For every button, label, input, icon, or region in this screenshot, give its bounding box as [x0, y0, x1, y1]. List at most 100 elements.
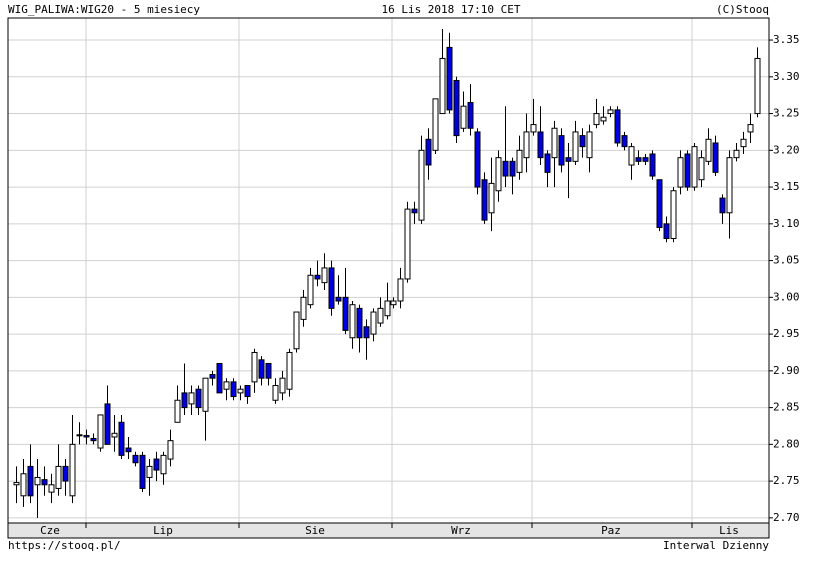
- y-tick-label: 2.85: [773, 401, 800, 414]
- candle-body: [439, 57, 446, 115]
- y-tick-label: 2.70: [773, 511, 800, 524]
- candle-body: [733, 149, 740, 159]
- candle-body: [314, 274, 321, 280]
- candle-body: [488, 182, 495, 214]
- candle-body: [453, 79, 460, 137]
- candle-body: [146, 465, 153, 478]
- candle-body: [132, 454, 139, 464]
- candle-body: [642, 157, 649, 162]
- candle-body: [740, 138, 747, 148]
- candle-body: [307, 274, 314, 306]
- candle-body: [97, 414, 104, 449]
- candle-body: [677, 157, 684, 188]
- y-tick-label: 3.20: [773, 143, 800, 156]
- candle-body: [272, 385, 279, 401]
- candle-body: [635, 157, 642, 162]
- y-tick-label: 3.25: [773, 107, 800, 120]
- candle-body: [649, 153, 656, 177]
- candle-body: [27, 465, 34, 497]
- candle-body: [551, 127, 558, 159]
- candle-body: [600, 116, 607, 122]
- candle-body: [537, 131, 544, 159]
- candle-body: [719, 197, 726, 214]
- month-label: Cze: [40, 524, 60, 537]
- credit: (C)Stooq: [716, 3, 769, 16]
- candle-body: [62, 465, 69, 482]
- candle-body: [328, 267, 335, 309]
- candle-body: [404, 208, 411, 280]
- candle-body: [397, 278, 404, 302]
- candle-body: [754, 57, 761, 115]
- candle-body: [698, 157, 705, 181]
- candle-body: [446, 46, 453, 111]
- candle-body: [363, 326, 370, 339]
- candle-body: [411, 208, 418, 214]
- candle-body: [509, 160, 516, 177]
- month-label: Sie: [305, 524, 325, 537]
- candle-body: [202, 377, 209, 412]
- candle-body: [614, 109, 621, 144]
- plot-frame: [7, 17, 770, 524]
- candle-body: [425, 138, 432, 166]
- candle-body: [747, 124, 754, 133]
- candle-body: [55, 465, 62, 489]
- candle-body: [516, 149, 523, 173]
- candle-body: [342, 296, 349, 331]
- y-tick-label: 3.30: [773, 70, 800, 83]
- candle-body: [279, 377, 286, 394]
- month-label: Lip: [153, 524, 173, 537]
- month-label: Paz: [601, 524, 621, 537]
- candle-body: [321, 267, 328, 284]
- candle-body: [160, 454, 167, 475]
- candle-body: [20, 473, 27, 497]
- candle-body: [593, 113, 600, 126]
- candle-body: [258, 359, 265, 379]
- candle-body: [188, 392, 195, 405]
- candle-body: [384, 300, 391, 317]
- candle-body: [586, 131, 593, 159]
- candle-body: [34, 476, 41, 486]
- chart-title: WIG_PALIWA:WIG20 - 5 miesiecy: [8, 3, 200, 16]
- candle-body: [244, 385, 251, 398]
- candle-body: [356, 307, 363, 339]
- candle-body: [565, 157, 572, 162]
- y-tick-label: 3.05: [773, 254, 800, 267]
- candle-body: [432, 98, 439, 151]
- footer-link[interactable]: https://stooq.pl/: [8, 539, 121, 552]
- candle-body: [13, 482, 20, 486]
- candle-body: [481, 179, 488, 221]
- candle-body: [216, 362, 223, 394]
- candle-body: [726, 157, 733, 214]
- candle-body: [607, 109, 614, 115]
- y-tick-label: 3.15: [773, 180, 800, 193]
- candle-body: [181, 392, 188, 409]
- candle-body: [663, 223, 670, 240]
- candle-body: [691, 146, 698, 188]
- candle-body: [69, 443, 76, 497]
- candle-body: [90, 437, 97, 442]
- y-tick-label: 3.10: [773, 217, 800, 230]
- candle-body: [502, 160, 509, 177]
- candle-body: [474, 131, 481, 188]
- candle-body: [111, 432, 118, 438]
- y-tick-label: 3.00: [773, 290, 800, 303]
- month-label: Wrz: [451, 524, 471, 537]
- candle-body: [684, 153, 691, 188]
- candle-body: [523, 131, 530, 159]
- candle-body: [460, 105, 467, 129]
- candle-body: [251, 351, 258, 383]
- candle-body: [495, 157, 502, 192]
- candle-body: [628, 146, 635, 166]
- candle-body: [579, 135, 586, 148]
- y-tick-label: 3.35: [773, 33, 800, 46]
- candle-body: [558, 135, 565, 166]
- month-label: Lis: [719, 524, 739, 537]
- candle-body: [705, 138, 712, 162]
- chart-date: 16 Lis 2018 17:10 CET: [381, 3, 520, 16]
- candle-body: [712, 142, 719, 173]
- candle-body: [370, 311, 377, 335]
- candle-body: [83, 435, 90, 438]
- y-tick-label: 2.95: [773, 327, 800, 340]
